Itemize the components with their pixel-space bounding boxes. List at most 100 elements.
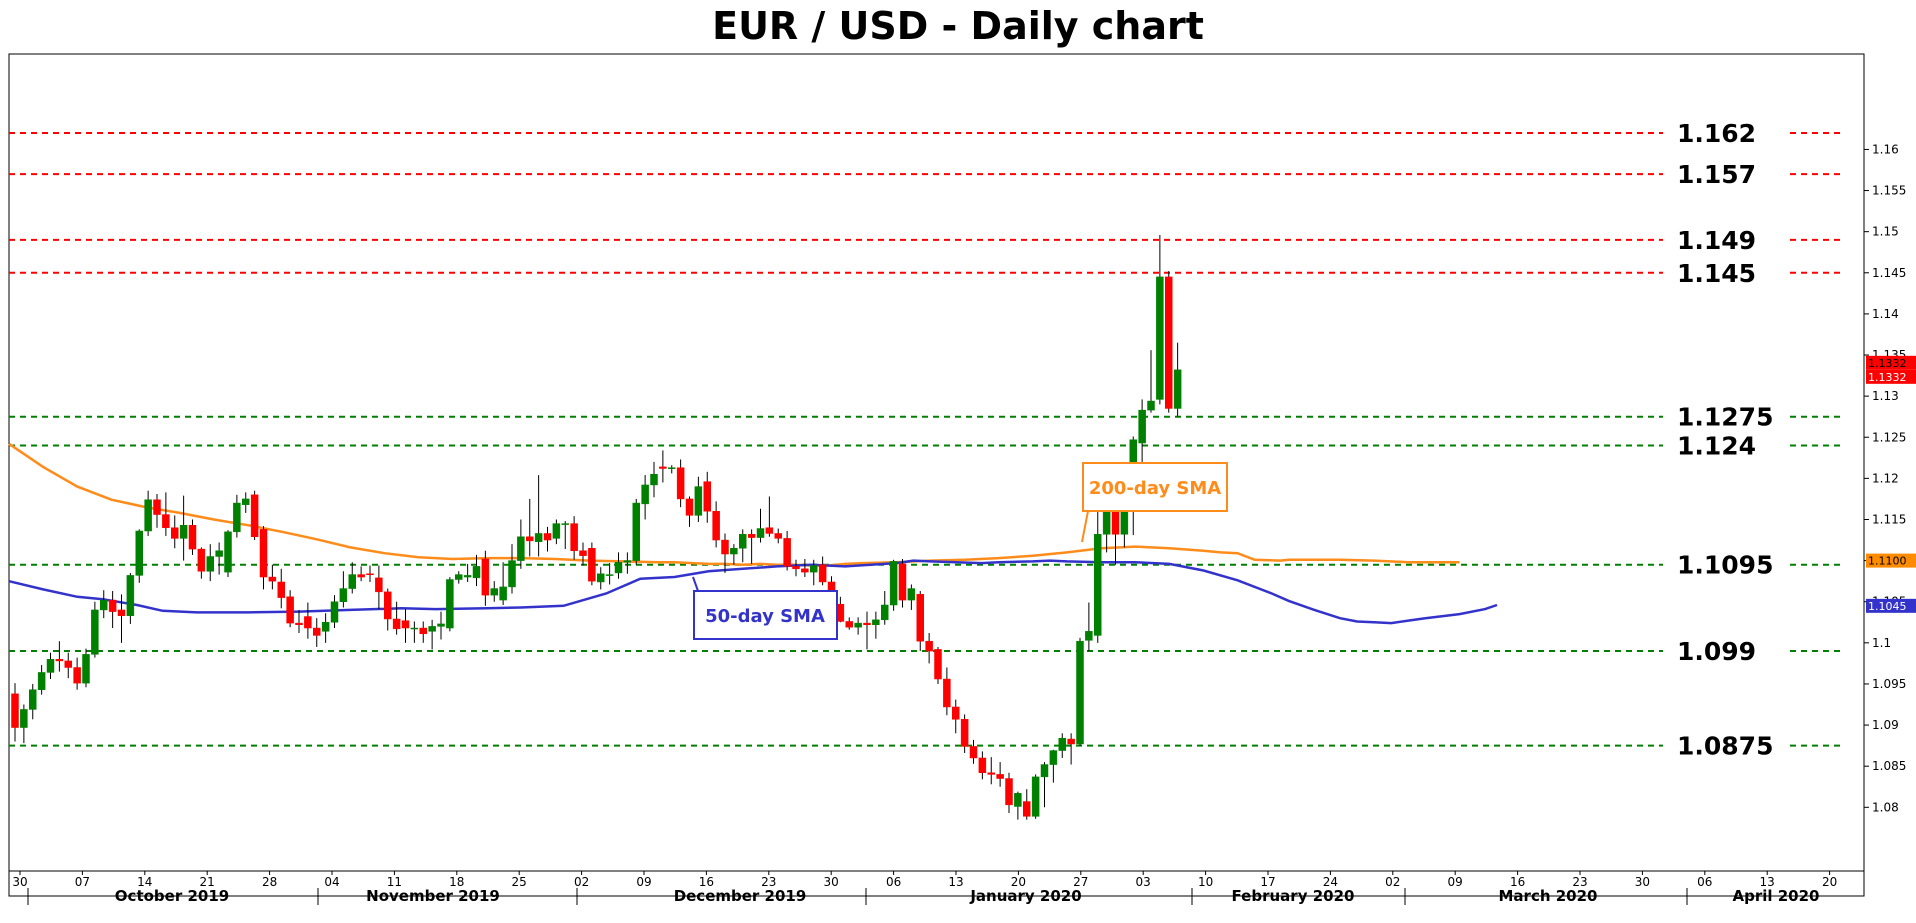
x-day-label: 09	[1448, 875, 1463, 889]
candle-body	[605, 574, 614, 576]
candle-body	[37, 672, 46, 690]
candle-body	[224, 531, 232, 573]
month-label: April 2020	[1733, 887, 1820, 905]
candle-body	[197, 548, 206, 572]
sma50-price-tag-text: 1.1045	[1868, 600, 1907, 613]
candle-body	[792, 566, 800, 570]
candle-body	[268, 576, 277, 582]
candle-body	[1173, 369, 1182, 409]
x-day-label: 30	[12, 875, 27, 889]
support-level-label-3: 1.099	[1677, 637, 1756, 666]
candle-body	[162, 514, 170, 528]
candle-body	[259, 529, 268, 578]
x-day-label: 23	[761, 875, 776, 889]
candle-body	[668, 467, 676, 469]
candle-body	[481, 558, 490, 596]
candle-body	[526, 536, 534, 542]
candle-body	[969, 746, 978, 759]
candle-body	[881, 604, 889, 621]
candle-body	[597, 573, 605, 583]
y-tick-label: 1.16	[1872, 142, 1899, 156]
candle-body	[179, 524, 188, 539]
candle-body	[463, 575, 472, 578]
candle-body	[1094, 534, 1102, 636]
y-tick-label: 1.09	[1872, 718, 1899, 732]
x-day-label: 07	[75, 875, 90, 889]
candle-body	[171, 527, 179, 539]
candle-body	[898, 563, 907, 601]
candle-body	[55, 659, 64, 662]
y-tick-label: 1.155	[1872, 184, 1906, 198]
x-day-label: 06	[886, 875, 901, 889]
candle-body	[108, 599, 117, 612]
candle-body	[304, 616, 312, 629]
candle-body	[1005, 778, 1013, 806]
x-day-label: 02	[1385, 875, 1400, 889]
y-tick-label: 1.12	[1872, 471, 1899, 485]
resistance-level-label-3: 1.145	[1677, 259, 1756, 288]
sma-callouts: 200-day SMA 50-day SMA	[692, 462, 1228, 640]
candle-body	[126, 575, 135, 616]
y-tick-label: 1.14	[1872, 307, 1899, 321]
candle-body	[153, 499, 161, 515]
candle-body	[339, 588, 348, 602]
candle-body	[907, 588, 916, 601]
month-label: January 2020	[969, 887, 1081, 905]
last-price-tag-bg	[1866, 355, 1916, 370]
candle-body	[987, 772, 995, 775]
candle-body	[561, 523, 569, 525]
x-day-label: 23	[1572, 875, 1587, 889]
candle-body	[996, 774, 1004, 779]
candle-body	[1049, 750, 1058, 765]
candle-body	[889, 561, 898, 606]
x-day-label: 02	[574, 875, 589, 889]
y-tick-label: 1.145	[1872, 266, 1906, 280]
candle-body	[756, 528, 765, 538]
candle-body	[135, 530, 143, 576]
support-level-label-0: 1.1275	[1677, 403, 1773, 432]
x-day-label: 17	[1260, 875, 1275, 889]
candle-body	[206, 556, 214, 572]
x-day-label: 11	[387, 875, 402, 889]
candle-body	[534, 533, 543, 542]
candle-body	[1085, 631, 1093, 641]
x-day-label: 20	[1822, 875, 1837, 889]
month-label: November 2019	[366, 887, 500, 905]
candle-body	[517, 536, 525, 561]
candle-body	[321, 622, 330, 632]
candle-body	[437, 623, 445, 627]
y-tick-label: 1.085	[1872, 759, 1906, 773]
candle-body	[721, 539, 729, 555]
resistance-level-label-0: 1.162	[1677, 119, 1756, 148]
candle-body	[348, 574, 356, 589]
x-day-label: 20	[1011, 875, 1026, 889]
x-day-label: 21	[200, 875, 215, 889]
candle-body	[20, 709, 28, 728]
month-label: December 2019	[674, 887, 807, 905]
plot-area-frame	[8, 53, 1865, 897]
candle-body	[641, 484, 649, 505]
y-axis: 1.081.0851.091.0951.11.1051.111.1151.121…	[1864, 142, 1906, 814]
candle-body	[46, 659, 55, 673]
candle-body	[384, 591, 392, 620]
candle-body	[330, 601, 339, 623]
candle-body	[91, 609, 99, 655]
sma200-price-tag-text: 1.1100	[1868, 555, 1907, 568]
sma50-callout-box	[693, 590, 838, 640]
support-level-label-2: 1.1095	[1677, 551, 1773, 580]
candle-body	[810, 565, 818, 573]
x-day-label: 04	[324, 875, 339, 889]
candle-body	[1156, 276, 1164, 400]
sma50-callout-pointer	[692, 576, 699, 592]
x-day-label: 10	[1198, 875, 1213, 889]
last-price-tag-text: 1.1332	[1868, 357, 1907, 370]
candle-body	[215, 550, 223, 557]
candle-body	[144, 499, 152, 532]
x-day-label: 30	[824, 875, 839, 889]
candle-body	[250, 494, 259, 538]
chart-title: EUR / USD - Daily chart	[712, 4, 1204, 48]
candle-body	[1067, 738, 1075, 745]
candle-body	[455, 574, 463, 580]
candle-body	[934, 649, 942, 680]
candle-body	[410, 627, 419, 630]
